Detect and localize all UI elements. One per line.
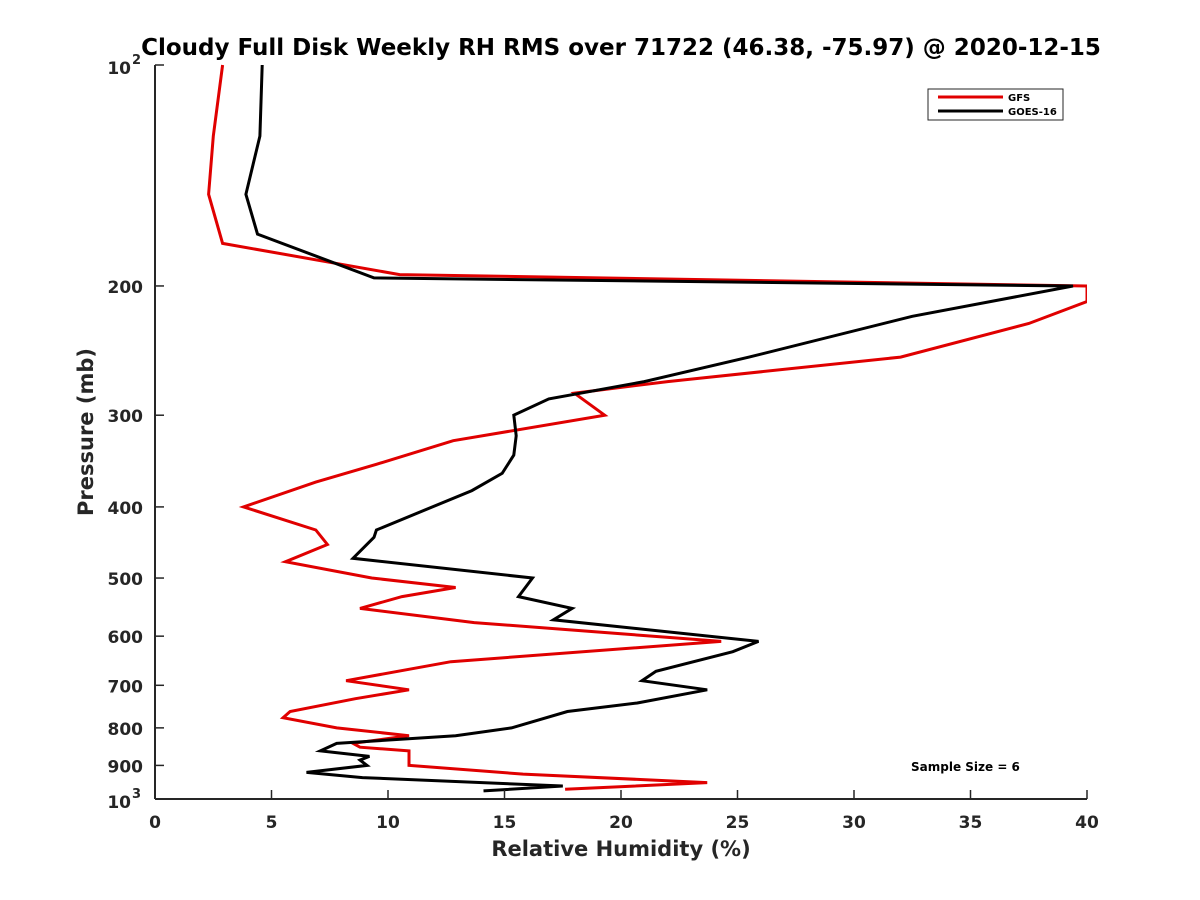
y-tick-label: 200 — [108, 278, 144, 298]
y-tick-label: 800 — [108, 720, 144, 740]
y-tick-exponent: 2 — [132, 53, 141, 68]
series-line-gfs — [207, 64, 1087, 791]
y-tick-label: 300 — [108, 407, 144, 427]
x-tick-label: 5 — [266, 813, 278, 833]
legend-label-goes16: GOES-16 — [1008, 107, 1057, 118]
x-tick-label: 30 — [842, 813, 866, 833]
y-tick-label: 600 — [108, 628, 144, 648]
x-tick-label: 35 — [959, 813, 983, 833]
y-tick-label: 700 — [108, 677, 144, 697]
y-tick-label: 500 — [108, 570, 144, 590]
chart-title: Cloudy Full Disk Weekly RH RMS over 7172… — [141, 35, 1101, 61]
series-layer — [207, 64, 1087, 793]
x-axis-label: Relative Humidity (%) — [491, 837, 750, 861]
sample-size-annotation: Sample Size = 6 — [911, 760, 1020, 774]
x-tick-label: 25 — [726, 813, 750, 833]
y-tick-label: 10 — [107, 59, 131, 79]
y-tick-exponent: 3 — [132, 787, 141, 802]
legend-label-gfs: GFS — [1008, 93, 1030, 104]
legend-box — [927, 88, 1064, 121]
legend: GFS GOES-16 — [927, 88, 1064, 121]
y-tick-label: 400 — [108, 499, 144, 519]
x-tick-label: 15 — [493, 813, 517, 833]
series-line-goes16 — [244, 64, 1074, 793]
y-tick-label: 900 — [108, 757, 144, 777]
x-tick-label: 40 — [1075, 813, 1099, 833]
series-group — [207, 64, 1087, 793]
x-tick-label: 20 — [609, 813, 633, 833]
y-axis-label: Pressure (mb) — [74, 348, 98, 516]
x-tick-label: 0 — [149, 813, 161, 833]
y-tick-label: 10 — [107, 793, 131, 813]
x-axis-ticks: 0 5 10 15 20 25 30 35 40 — [149, 790, 1099, 833]
x-tick-label: 10 — [376, 813, 400, 833]
